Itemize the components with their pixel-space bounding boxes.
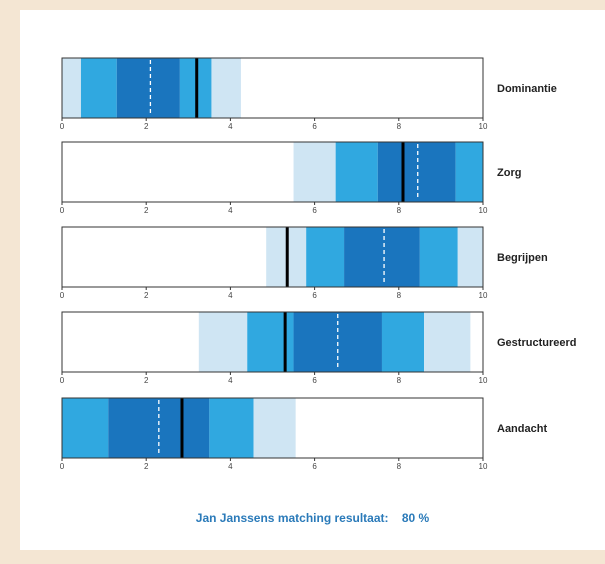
band-medium	[209, 398, 254, 458]
tick-label: 8	[397, 291, 402, 300]
tick-label: 10	[479, 462, 488, 471]
band-medium	[306, 227, 345, 287]
tick-label: 2	[144, 462, 149, 471]
matching-result-separator	[392, 511, 399, 525]
tick-label: 4	[228, 291, 233, 300]
band-medium	[335, 142, 378, 202]
row-frame-border	[61, 57, 484, 119]
tick-label: 6	[312, 376, 317, 385]
chart-panel: 0 2 4 6 8 10 Dominantie 0 2 4 6 8 10 Zorg 0 2 4 6 8 10 Begri…	[20, 10, 605, 550]
tick-label: 8	[397, 462, 402, 471]
row-frame-border	[61, 311, 484, 373]
row-frame-border	[61, 226, 484, 288]
tick-label: 10	[479, 206, 488, 215]
tick-label: 4	[228, 122, 233, 131]
band-medium	[419, 227, 458, 287]
band-medium	[381, 312, 425, 372]
tick-label: 4	[228, 462, 233, 471]
tick-label: 10	[479, 376, 488, 385]
band-light	[62, 58, 81, 118]
tick-label: 0	[60, 291, 65, 300]
matching-result-label: Jan Janssens matching resultaat:	[195, 511, 389, 525]
row-label-zorg: Zorg	[497, 167, 521, 179]
profile-chart: 0 2 4 6 8 10 Dominantie 0 2 4 6 8 10 Zorg 0 2 4 6 8 10 Begri…	[60, 57, 576, 471]
tick-label: 8	[397, 122, 402, 131]
tick-label: 6	[312, 291, 317, 300]
band-dark	[377, 142, 456, 202]
row-frame-border	[61, 397, 484, 459]
tick-label: 2	[144, 376, 149, 385]
tick-label: 8	[397, 376, 402, 385]
row-label-aandacht: Aandacht	[497, 423, 547, 435]
tick-label: 10	[479, 291, 488, 300]
band-medium	[80, 58, 117, 118]
band-light	[253, 398, 296, 458]
row-label-begrijpen: Begrijpen	[497, 252, 548, 264]
tick-label: 6	[312, 122, 317, 131]
tick-label: 0	[60, 206, 65, 215]
tick-label: 4	[228, 206, 233, 215]
band-dark	[116, 58, 180, 118]
tick-label: 2	[144, 206, 149, 215]
tick-label: 2	[144, 122, 149, 131]
tick-label: 8	[397, 206, 402, 215]
row-label-gestructureerd: Gestructureerd	[497, 337, 576, 349]
tick-label: 4	[228, 376, 233, 385]
tick-label: 0	[60, 462, 65, 471]
band-medium	[455, 142, 483, 202]
row-frame-border	[61, 141, 484, 203]
tick-label: 2	[144, 291, 149, 300]
band-medium	[62, 398, 109, 458]
matching-result-value: 80 %	[401, 511, 430, 525]
tick-label: 10	[479, 122, 488, 131]
tick-label: 6	[312, 206, 317, 215]
tick-label: 6	[312, 462, 317, 471]
band-light	[293, 142, 336, 202]
matching-result: Jan Janssens matching resultaat: 80 %	[20, 511, 605, 525]
band-light	[424, 312, 471, 372]
band-light	[211, 58, 241, 118]
tick-label: 0	[60, 376, 65, 385]
row-label-dominantie: Dominantie	[497, 83, 557, 95]
band-light	[198, 312, 248, 372]
tick-label: 0	[60, 122, 65, 131]
band-light	[457, 227, 483, 287]
band-dark	[344, 227, 420, 287]
